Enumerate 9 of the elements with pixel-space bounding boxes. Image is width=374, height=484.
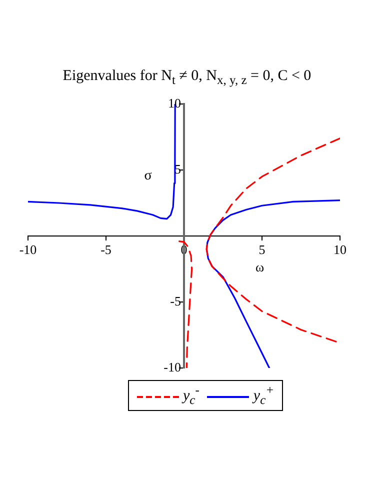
- y-tick-label: -10: [164, 359, 181, 374]
- x-tick-label: 5: [258, 242, 266, 258]
- x-tick-label: -10: [19, 242, 37, 258]
- x-tick-label: -5: [100, 242, 112, 258]
- chart-title: Eigenvalues for N$_{t}$ ≠ 0, N$_{x, y, z}$ = 0, C < 0: [62, 68, 312, 88]
- x-tick-label: 10: [334, 242, 346, 258]
- y-tick-label: 10: [168, 95, 181, 110]
- x-axis-title: ω: [255, 259, 264, 274]
- y-axis-title: σ: [144, 168, 152, 184]
